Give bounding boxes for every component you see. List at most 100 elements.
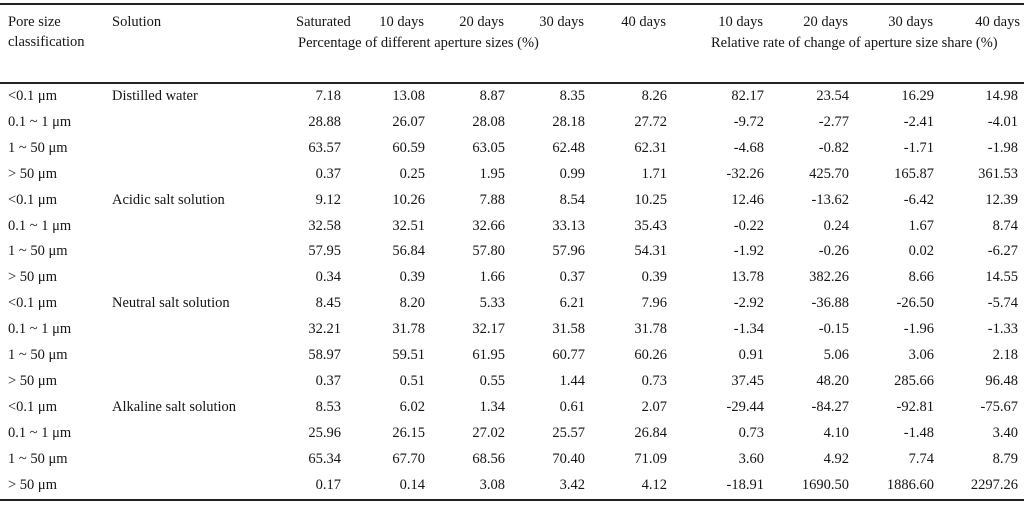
value-cell: 26.84 — [634, 424, 667, 441]
solution-cell — [112, 421, 290, 447]
pore-size-cell: 0.1 ~ 1 μm — [8, 321, 72, 338]
table-body: <0.1 μm Distilled water 7.18 13.08 8.87 8.35 8… — [0, 82, 1024, 500]
page: { "page": { "background": "#ffffff", "te… — [0, 3, 1024, 512]
value-cell: 10.25 — [634, 191, 667, 208]
value-cell: 12.39 — [985, 191, 1018, 208]
pore-size-cell: 0.1 ~ 1 μm — [8, 424, 72, 441]
value-cell: 4.12 — [641, 476, 667, 493]
value-cell: 5.06 — [823, 347, 849, 364]
value-cell: 0.17 — [315, 476, 341, 493]
pore-size-cell: > 50 μm — [8, 165, 57, 182]
value-cell: 8.53 — [315, 398, 341, 415]
value-cell: 1.71 — [641, 165, 667, 182]
header-rate-40days: 40 days — [975, 14, 1020, 30]
value-cell: 1.95 — [479, 165, 505, 182]
value-cell: 0.99 — [559, 165, 585, 182]
value-cell: -0.26 — [818, 243, 849, 260]
pore-size-cell: > 50 μm — [8, 269, 57, 286]
value-cell: 14.55 — [985, 269, 1018, 286]
solution-cell: Distilled water — [112, 82, 290, 110]
table-row: > 50 μm 0.37 0.51 0.55 1.44 0.73 37.45 48.20 285… — [0, 369, 1024, 395]
solution-cell: Acidic salt solution — [112, 191, 225, 208]
value-cell: 25.96 — [308, 424, 341, 441]
value-cell: -92.81 — [896, 398, 934, 415]
value-cell: 361.53 — [978, 165, 1018, 182]
value-cell: 8.87 — [428, 82, 508, 110]
value-cell: 71.09 — [634, 450, 667, 467]
table-row: 0.1 ~ 1 μm 32.21 31.78 32.17 31.58 31.78 -1.34… — [0, 317, 1024, 343]
value-cell: -75.67 — [980, 398, 1018, 415]
value-cell: 23.54 — [767, 82, 852, 110]
solution-cell — [112, 369, 290, 395]
value-cell: 8.66 — [908, 269, 934, 286]
value-cell: 14.98 — [937, 82, 1024, 110]
value-cell: 8.74 — [992, 217, 1018, 234]
value-cell: 7.74 — [908, 450, 934, 467]
value-cell: 61.95 — [472, 347, 505, 364]
value-cell: 31.78 — [634, 321, 667, 338]
value-cell: 3.42 — [559, 476, 585, 493]
value-cell: 2297.26 — [970, 476, 1018, 493]
value-cell: 6.21 — [559, 295, 585, 312]
value-cell: 27.02 — [472, 424, 505, 441]
value-cell: 3.08 — [479, 476, 505, 493]
value-cell: 35.43 — [634, 217, 667, 234]
value-cell: 0.73 — [738, 424, 764, 441]
pore-size-cell: > 50 μm — [8, 476, 57, 493]
value-cell: 67.70 — [392, 450, 425, 467]
value-cell: -1.33 — [987, 321, 1018, 338]
value-cell: -4.01 — [987, 113, 1018, 130]
value-cell: 37.45 — [731, 372, 764, 389]
value-cell: 0.51 — [399, 372, 425, 389]
value-cell: 63.05 — [472, 139, 505, 156]
value-cell: 56.84 — [392, 243, 425, 260]
value-cell: 0.39 — [641, 269, 667, 286]
value-cell: 8.35 — [508, 82, 588, 110]
table-header: Pore size classification Solution Satura… — [0, 4, 1024, 83]
value-cell: -2.77 — [818, 113, 849, 130]
value-cell: -1.92 — [733, 243, 764, 260]
value-cell: 54.31 — [634, 243, 667, 260]
value-cell: 10.26 — [392, 191, 425, 208]
solution-cell — [112, 239, 290, 265]
group-subtitle-relative-rate: Relative rate of change of aperture size… — [670, 33, 1024, 83]
value-cell: 2.07 — [641, 398, 667, 415]
solution-cell — [112, 265, 290, 291]
solution-cell — [112, 214, 290, 240]
header-rate-10days: 10 days — [718, 14, 763, 30]
value-cell: 1.66 — [479, 269, 505, 286]
value-cell: 60.77 — [552, 347, 585, 364]
value-cell: 1.34 — [479, 398, 505, 415]
value-cell: -84.27 — [811, 398, 849, 415]
value-cell: 4.92 — [823, 450, 849, 467]
solution-cell — [112, 162, 290, 188]
value-cell: -9.72 — [733, 113, 764, 130]
value-cell: 63.57 — [308, 139, 341, 156]
value-cell: -1.48 — [903, 424, 934, 441]
value-cell: -36.88 — [811, 295, 849, 312]
value-cell: 0.24 — [823, 217, 849, 234]
pore-size-cell: <0.1 μm — [0, 82, 112, 110]
header-row-2: Percentage of different aperture sizes (… — [0, 33, 1024, 83]
value-cell: -32.26 — [726, 165, 764, 182]
table-row: 1 ~ 50 μm 58.97 59.51 61.95 60.77 60.26 0.91 5.… — [0, 343, 1024, 369]
header-pct-30days: 30 days — [539, 14, 584, 30]
pore-size-cell: 0.1 ~ 1 μm — [8, 217, 72, 234]
value-cell: 32.58 — [308, 217, 341, 234]
pore-size-cell: <0.1 μm — [8, 295, 57, 312]
header-pct-10days: 10 days — [379, 14, 424, 30]
value-cell: 32.17 — [472, 321, 505, 338]
solution-cell — [112, 343, 290, 369]
solution-cell: Alkaline salt solution — [112, 398, 237, 415]
solution-cell — [112, 136, 290, 162]
pore-size-cell: 1 ~ 50 μm — [8, 450, 68, 467]
value-cell: -2.41 — [903, 113, 934, 130]
table-row: 0.1 ~ 1 μm 25.96 26.15 27.02 25.57 26.84 0.73 4… — [0, 421, 1024, 447]
value-cell: 285.66 — [894, 372, 934, 389]
value-cell: 3.60 — [738, 450, 764, 467]
value-cell: -26.50 — [896, 295, 934, 312]
value-cell: 31.78 — [392, 321, 425, 338]
value-cell: 60.26 — [634, 347, 667, 364]
aperture-size-table: Pore size classification Solution Satura… — [0, 3, 1024, 501]
table-row: 1 ~ 50 μm 65.34 67.70 68.56 70.40 71.09 3.60 4.… — [0, 447, 1024, 473]
